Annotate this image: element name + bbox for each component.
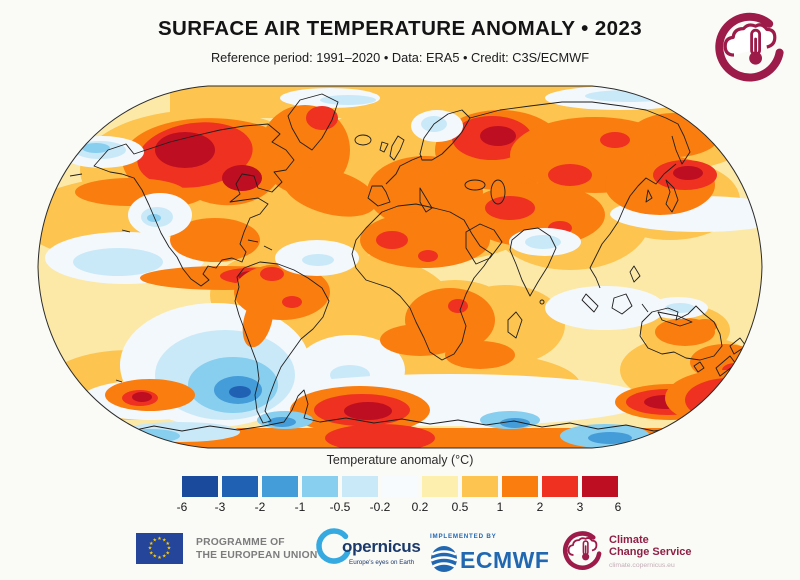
colorbar-tick: -0.5 xyxy=(329,500,351,514)
ecmwf-globe-icon xyxy=(430,546,458,572)
colorbar-tick: 0.5 xyxy=(451,500,469,514)
colorbar-tick: -6 xyxy=(176,500,188,514)
world-map xyxy=(37,85,763,449)
colorbar-tick: -1 xyxy=(294,500,306,514)
colorbar-cell xyxy=(182,476,218,497)
svg-text:★: ★ xyxy=(149,541,154,547)
svg-text:★: ★ xyxy=(162,554,167,560)
colorbar-cell xyxy=(542,476,578,497)
colorbar-tick: 6 xyxy=(614,500,622,514)
svg-text:★: ★ xyxy=(149,550,154,556)
eu-stars: ★ ★★ ★★★ ★★★ ★★★ xyxy=(148,536,172,561)
colorbar-cell xyxy=(262,476,298,497)
svg-text:★: ★ xyxy=(162,537,167,543)
svg-text:★: ★ xyxy=(153,554,158,560)
ecmwf-wordmark: ECMWF xyxy=(460,547,549,573)
colorbar-cell xyxy=(462,476,498,497)
projection-outline xyxy=(37,85,763,449)
c3s-url: climate.copernicus.eu xyxy=(609,562,675,569)
colorbar-cell xyxy=(342,476,378,497)
colorbar-tick: 1 xyxy=(496,500,504,514)
colorbar xyxy=(182,476,618,497)
copernicus-swoosh-icon xyxy=(316,528,351,564)
ecmwf-logo: IMPLEMENTED BY ECMWF xyxy=(430,533,549,573)
colorbar-tick: 2 xyxy=(536,500,544,514)
colorbar-cell xyxy=(382,476,418,497)
svg-text:★: ★ xyxy=(165,550,170,556)
colorbar-cell xyxy=(502,476,538,497)
colorbar-tick: 3 xyxy=(576,500,584,514)
c3s-logo: Climate Change Service climate.copernicu… xyxy=(560,528,692,573)
colorbar-cell xyxy=(302,476,338,497)
svg-text:★: ★ xyxy=(165,541,170,547)
map-fill-blobs xyxy=(38,86,762,448)
eu-flag-icon: ★ ★★ ★★★ ★★★ ★★★ xyxy=(136,533,183,564)
colorbar-tick: -2 xyxy=(254,500,266,514)
svg-text:★: ★ xyxy=(157,555,162,561)
colorbar-label: Temperature anomaly (°C) xyxy=(326,453,474,467)
c3s-thermometer-cloud-icon xyxy=(710,7,790,87)
copernicus-logo: opernicus Europe's eyes on Earth xyxy=(316,528,421,566)
ecmwf-implemented-by: IMPLEMENTED BY xyxy=(430,533,497,540)
colorbar-tick: -3 xyxy=(214,500,226,514)
colorbar-tick: 0.2 xyxy=(411,500,429,514)
svg-text:★: ★ xyxy=(157,536,162,542)
colorbar-cell xyxy=(222,476,258,497)
page-subtitle: Reference period: 1991–2020 • Data: ERA5… xyxy=(210,50,590,65)
coastlines xyxy=(69,93,747,434)
c3s-name-line2: Change Service xyxy=(609,546,692,558)
copernicus-tagline: Europe's eyes on Earth xyxy=(349,559,415,566)
svg-text:★: ★ xyxy=(148,546,153,552)
copernicus-wordmark: opernicus xyxy=(342,537,421,556)
colorbar-cell xyxy=(422,476,458,497)
svg-text:★: ★ xyxy=(167,546,172,552)
c3s-thermometer-cloud-icon xyxy=(560,528,605,573)
colorbar-tick: -0.2 xyxy=(369,500,391,514)
svg-text:★: ★ xyxy=(153,537,158,543)
colorbar-cell xyxy=(582,476,618,497)
colorbar-ticks: -6 -3 -2 -1 -0.5 -0.2 0.2 0.5 1 2 3 6 xyxy=(177,500,622,515)
c3s-name-line1: Climate xyxy=(609,534,649,546)
eu-programme-text: PROGRAMME OF THE EUROPEAN UNION xyxy=(196,537,318,561)
page-title: SURFACE AIR TEMPERATURE ANOMALY • 2023 xyxy=(157,17,643,40)
